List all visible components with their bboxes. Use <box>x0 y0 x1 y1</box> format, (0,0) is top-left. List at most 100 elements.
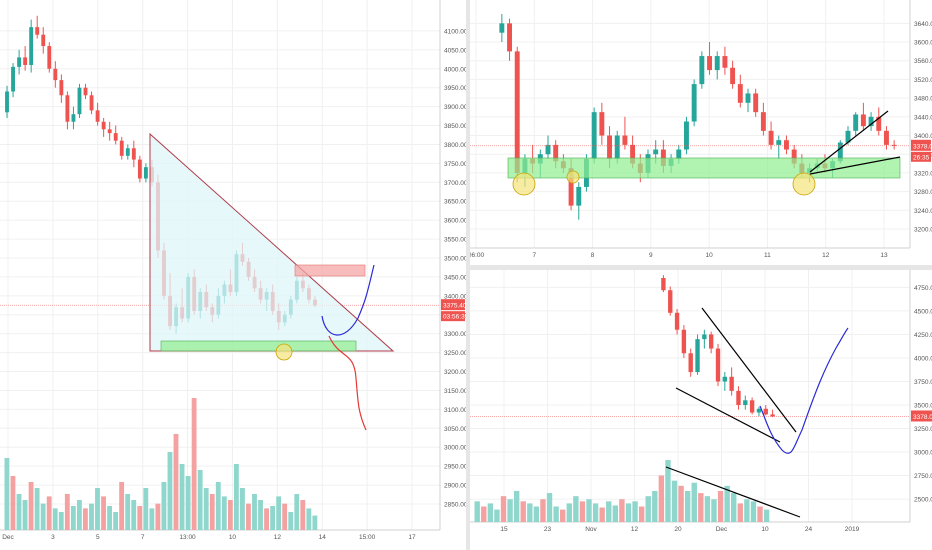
candle-body <box>768 130 774 145</box>
volume-bar <box>606 501 612 522</box>
y-tick-label: 4250.0 <box>914 332 932 339</box>
x-tick-label: Nov <box>585 526 597 533</box>
x-tick-label: 8 <box>591 252 595 259</box>
volume-bar <box>197 470 203 530</box>
y-tick-label: 4000.0 <box>914 355 932 362</box>
volume-bar <box>264 508 269 530</box>
top-right-chart-pane[interactable]: 3640.0 3600.0 3560.0 3520.0 3480.0 3440.0 3400… <box>470 0 932 265</box>
candle-body <box>884 130 889 145</box>
volume-bar <box>288 512 294 530</box>
candle-body <box>5 91 9 113</box>
candle-body <box>65 95 70 122</box>
volume-bar <box>619 499 625 522</box>
volume-bar <box>70 506 76 530</box>
volume-bar <box>540 499 546 522</box>
volume-bar <box>149 508 155 530</box>
x-tick-label: 15:00 <box>359 534 376 541</box>
volume-bar <box>155 503 161 530</box>
candle-body <box>53 68 58 81</box>
volume-bar <box>143 488 149 530</box>
candle-body <box>95 110 100 122</box>
candle-body <box>730 67 736 85</box>
time-tag-box <box>911 151 931 162</box>
volume-bar <box>494 509 500 522</box>
y-tick-label: 2900.00 <box>444 483 466 490</box>
horizontal-divider[interactable] <box>470 265 932 270</box>
volume-bar <box>645 496 651 522</box>
candle-body <box>722 376 728 382</box>
volume-bar <box>573 496 579 522</box>
bottom-right-chart-svg[interactable]: 4750.0 4500.0 4250.0 4000.0 3750.0 3500.0 3250… <box>470 270 932 550</box>
left-chart-svg[interactable]: 4100.00 4050.00 4000.00 3950.00 3900.00 3850.… <box>0 0 466 550</box>
resistance-zone <box>294 264 366 277</box>
candle-body <box>837 142 843 162</box>
top-right-chart-svg[interactable]: 3640.0 3600.0 3560.0 3520.0 3480.0 3440.0 3400… <box>470 0 932 265</box>
candle-body <box>59 80 64 96</box>
touch-circle <box>275 343 293 361</box>
volume-bar <box>173 434 179 530</box>
volume-bar <box>276 496 282 530</box>
volume-bar <box>737 503 743 522</box>
candle-body <box>514 51 520 173</box>
vertical-divider[interactable] <box>466 0 470 550</box>
y-tick-label: 3000.0 <box>914 450 932 457</box>
y-tick-label: 3900.00 <box>444 104 466 111</box>
volume-bar <box>553 506 559 522</box>
y-tick-label: 3200.00 <box>444 369 466 376</box>
y-tick-label: 2500.0 <box>914 497 932 504</box>
x-tick-label: 24 <box>805 526 813 533</box>
top-right-drawings <box>507 110 901 196</box>
candle-body <box>745 93 751 103</box>
x-tick-label: 15 <box>500 526 508 533</box>
y-tick-label: 3150.00 <box>444 388 466 395</box>
y-tick-label: 3480.0 <box>914 96 932 103</box>
candle-body <box>29 27 34 65</box>
volume-bar <box>579 501 586 522</box>
volume-bar <box>474 501 480 522</box>
candle-body <box>699 56 705 85</box>
candle-body <box>553 144 559 162</box>
candle-body <box>853 114 859 131</box>
volume-bar <box>227 500 233 530</box>
y-tick-label: 3300.00 <box>444 331 466 338</box>
y-tick-label: 3240.0 <box>914 208 932 215</box>
volume-bar <box>95 488 100 530</box>
volume-bar <box>487 503 494 522</box>
candle-body <box>545 144 551 155</box>
x-tick-label: Dec <box>716 526 728 533</box>
volume-bar <box>64 494 70 530</box>
support-zone <box>160 340 357 352</box>
candle-body <box>591 112 597 159</box>
y-tick-label: 3800.00 <box>444 142 466 149</box>
candle-body <box>614 135 620 159</box>
volume-bar <box>119 482 125 530</box>
left-chart-pane[interactable]: 4100.00 4050.00 4000.00 3950.00 3900.00 3850.… <box>0 0 466 550</box>
touch-circle <box>512 172 536 196</box>
volume-bar <box>599 507 605 522</box>
y-tick-label: 3100.00 <box>444 407 466 414</box>
volume-bar <box>34 488 40 530</box>
bottom-right-chart-pane[interactable]: 4750.0 4500.0 4250.0 4000.0 3750.0 3500.0 3250… <box>470 270 932 550</box>
candle-body <box>684 121 689 150</box>
volume-bar <box>560 509 566 522</box>
candle-body <box>119 140 124 156</box>
candle-body <box>607 135 612 159</box>
candle-body <box>35 27 40 35</box>
volume-bar <box>691 482 697 522</box>
volume-bar <box>240 488 245 530</box>
volume-bar <box>16 494 22 530</box>
y-tick-label: 2950.00 <box>444 464 466 471</box>
y-tick-label: 3450.00 <box>444 274 466 281</box>
y-tick-label: 3700.00 <box>444 180 466 187</box>
y-tick-label: 3250.00 <box>444 350 466 357</box>
candle-body <box>868 116 874 127</box>
candle-body <box>137 159 142 179</box>
candle-body <box>507 23 512 52</box>
volume-bar <box>652 491 658 522</box>
x-tick-label: 7 <box>532 252 536 259</box>
volume-bar <box>107 506 112 530</box>
wedge-upper-line <box>809 110 889 173</box>
candle-body <box>763 408 768 415</box>
y-tick-label: 3200.0 <box>914 226 932 233</box>
candle-body <box>891 144 897 146</box>
